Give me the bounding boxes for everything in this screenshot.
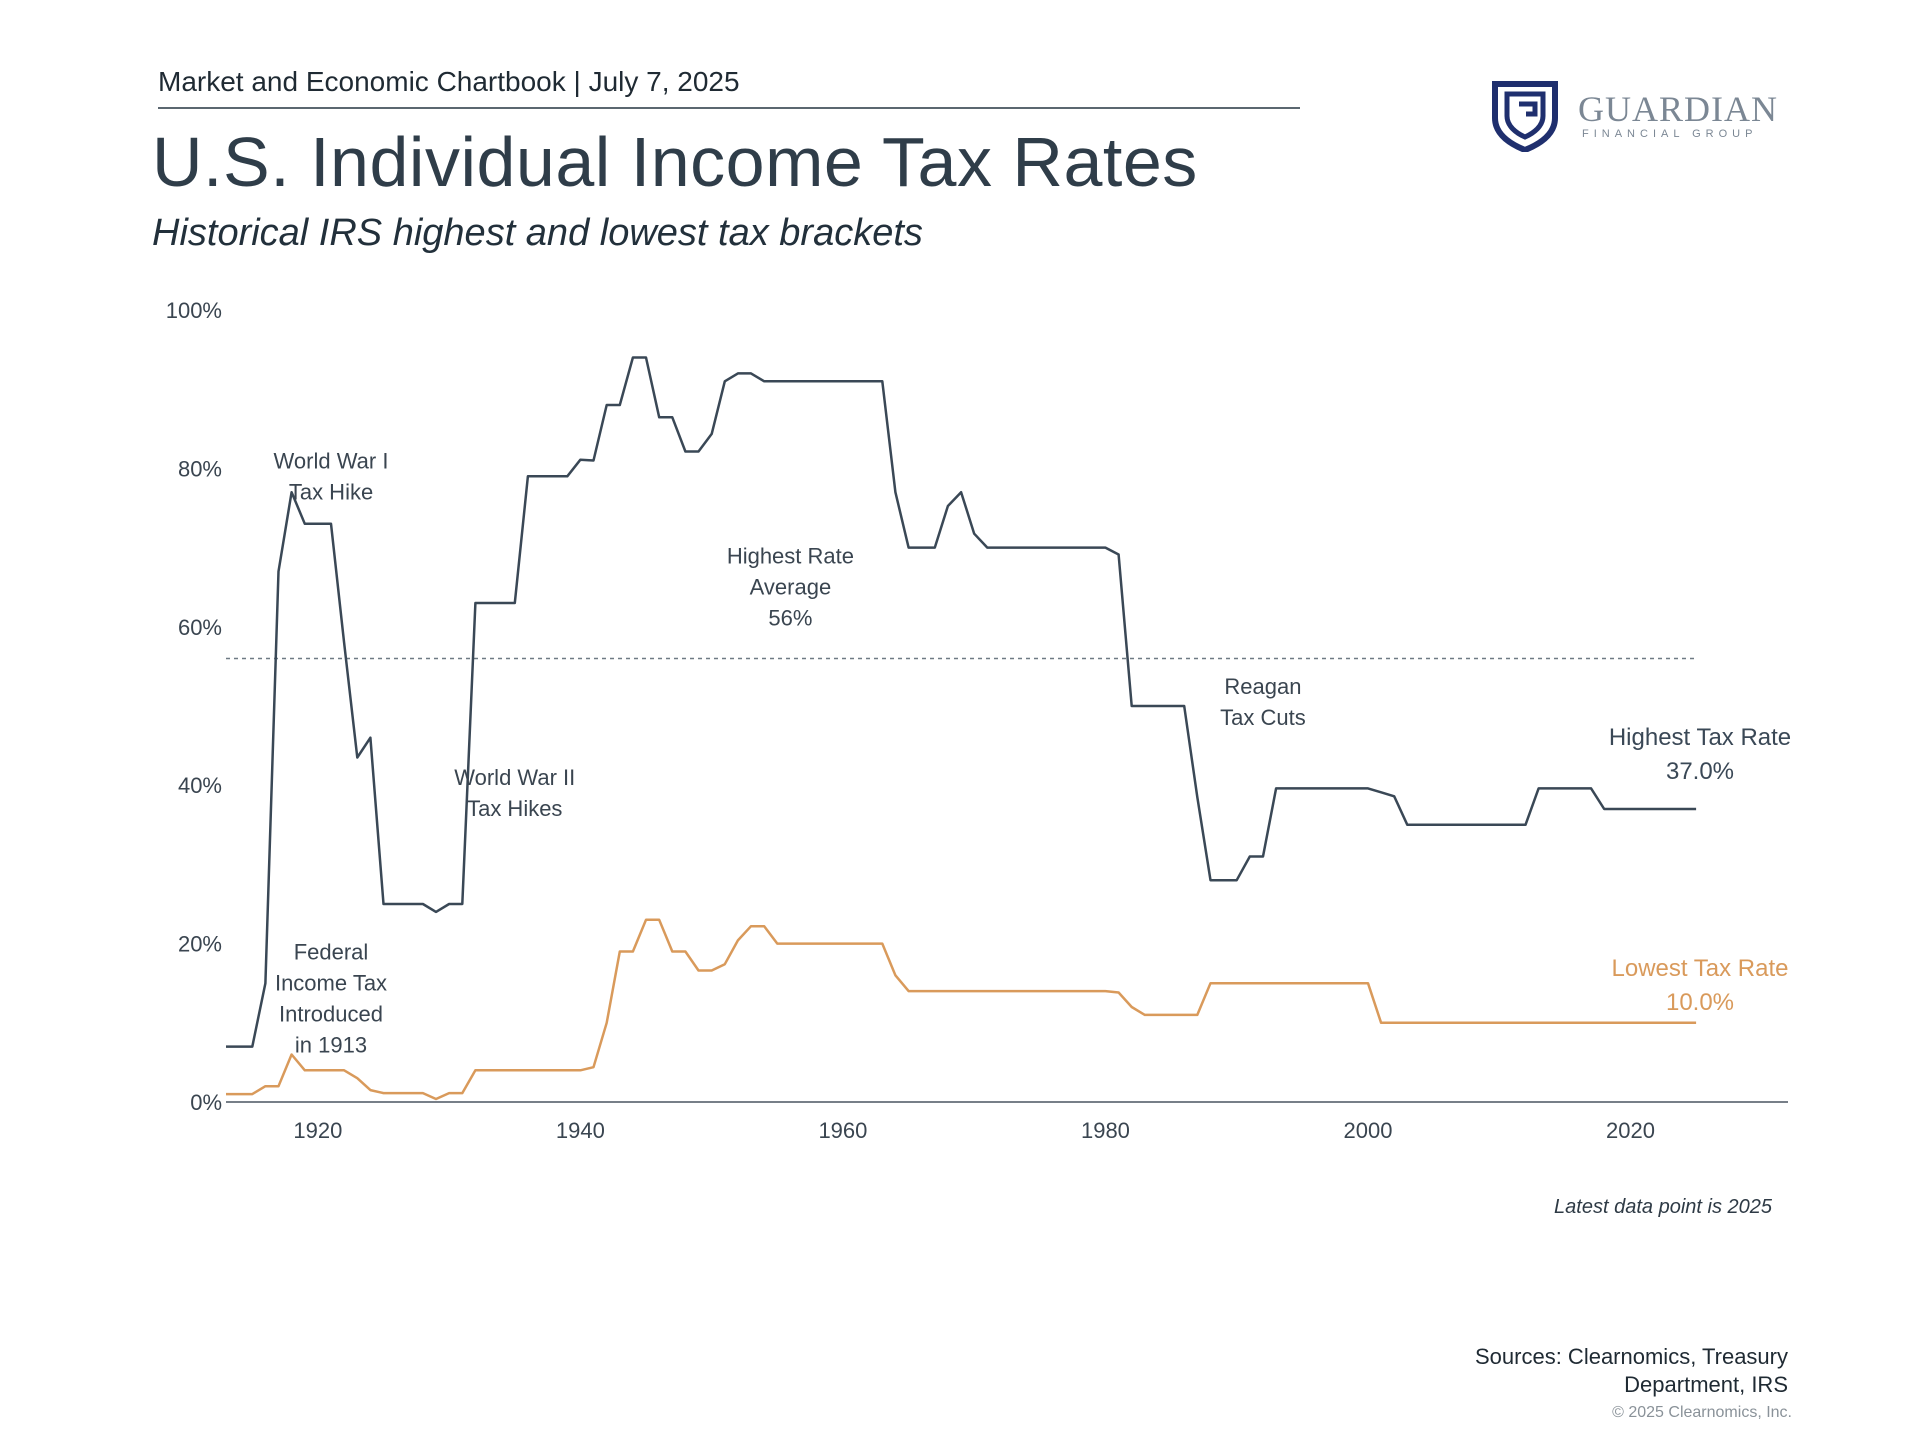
series-value-label: 37.0% [1666,758,1734,785]
x-tick-label: 2000 [1343,1118,1392,1143]
latest-data-note: Latest data point is 2025 [1554,1196,1772,1218]
annotation: Reagan Tax Cuts [1220,674,1306,730]
y-tick-label: 60% [178,615,222,640]
shield-g-icon [1492,81,1558,152]
y-tick-label: 80% [178,456,222,481]
annotation: World War I Tax Hike [274,448,389,504]
sources-note: Sources: Clearnomics, Treasury Departmen… [1475,1344,1788,1397]
chartbook-header: Market and Economic Chartbook | July 7, … [158,66,740,97]
x-tick-label: 1960 [818,1118,867,1143]
annotations: World War I Tax Hike World War II Tax Hikes… [274,448,1306,1057]
y-axis: 0% 20% 40% 60% 80% 100% [166,298,222,1115]
series-labels: Highest Tax Rate 37.0% Lowest Tax Rate 10.0… [1609,724,1791,1016]
header-divider [158,107,1300,109]
annotation: World War II Tax Hikes [454,765,575,821]
series-name-label: Lowest Tax Rate [1612,955,1789,982]
series-name-label: Highest Tax Rate [1609,724,1791,751]
highest-rate-line [226,356,1697,1048]
x-tick-label: 1940 [556,1118,605,1143]
copyright: © 2025 Clearnomics, Inc. [1612,1404,1792,1421]
x-axis: 1920 1940 1960 1980 2000 2020 [293,1118,1655,1143]
guardian-logo: GUARDIAN FINANCIAL GROUP [1490,80,1777,156]
page-title: U.S. Individual Income Tax Rates [152,123,1198,201]
annotation: Highest Rate Average 56% [727,543,854,630]
x-tick-label: 2020 [1606,1118,1655,1143]
lowest-rate-line [226,918,1697,1101]
x-tick-label: 1980 [1081,1118,1130,1143]
logo-wordmark: GUARDIAN [1578,89,1778,129]
series-value-label: 10.0% [1666,989,1734,1016]
y-tick-label: 20% [178,932,222,957]
y-tick-label: 40% [178,773,222,798]
page-subtitle: Historical IRS highest and lowest tax br… [152,212,923,254]
x-tick-label: 1920 [293,1118,342,1143]
y-tick-label: 100% [166,298,222,323]
y-tick-label: 0% [190,1090,222,1115]
annotation: Federal Income Tax Introduced in 1913 [275,939,387,1057]
logo-subtext: FINANCIAL GROUP [1582,128,1758,140]
